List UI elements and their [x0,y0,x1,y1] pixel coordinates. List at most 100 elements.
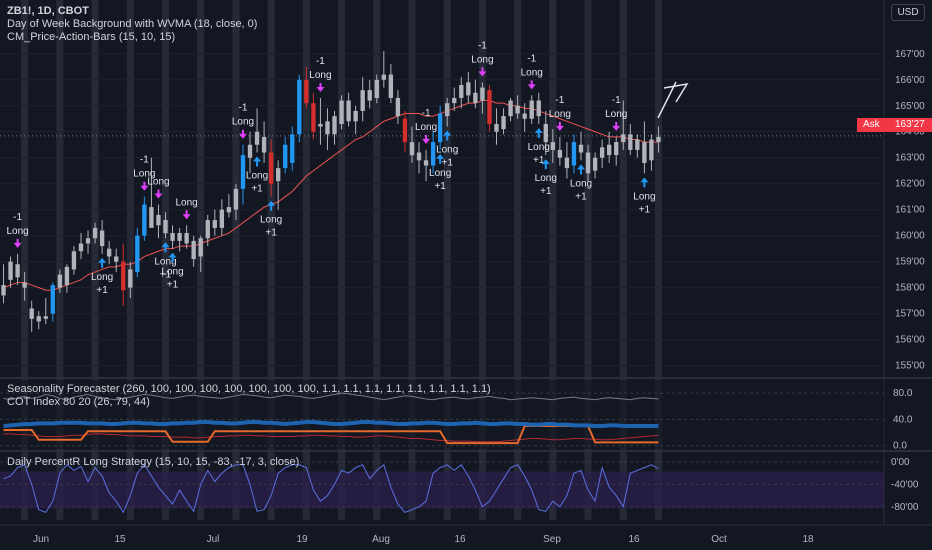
signal-label: -1 [555,95,564,106]
candle-body [198,238,203,257]
signal-label: -1 [527,53,536,64]
long-signal-arrow [267,200,276,211]
candle-body [99,230,105,247]
candle [452,87,457,111]
signal-label: +1 [251,184,263,195]
price-tick-label: 162'00 [895,179,925,190]
candle-body [170,233,175,241]
weekday-band [654,0,662,520]
candle [325,108,330,150]
currency-button[interactable]: USD [891,4,925,21]
candle [219,199,225,236]
indicator-dow-background[interactable]: Day of Week Background with WVMA (18, cl… [7,18,258,30]
candle-body [318,123,323,127]
ask-price-tag: Ask 163'27 [857,118,932,132]
candle-body [261,136,267,153]
candle-body [311,103,316,132]
signal-label: Long [161,267,183,278]
weekday-band [21,0,29,520]
signal-label: Long [260,215,282,226]
signal-label: +1 [265,228,277,239]
candle [360,77,365,122]
short-signal-arrow [13,238,22,248]
grid [0,0,932,525]
signal-label: Long [147,176,169,187]
chart-legend: ZB1!, 1D, CBOT Day of Week Background wi… [7,5,257,44]
candle-body [614,142,619,156]
indicator-cot-index[interactable]: COT Index 80 20 (26, 79, 44) [7,396,150,408]
time-tick-label: Jul [207,534,220,545]
signal-label: -1 [13,212,22,223]
time-tick-label: Sep [543,534,561,545]
candle [381,51,387,88]
candle-body [43,316,48,319]
percentr-tick-label: -80'00 [891,502,919,513]
candle [22,272,27,301]
signal-label: +1 [96,285,108,296]
price-tick-label: 167'00 [895,49,925,60]
candle-body [480,87,485,101]
candle-body [388,74,394,98]
candle [177,227,182,252]
signal-label: -1 [316,56,325,67]
candle [388,64,394,104]
signal-label: Long [528,142,550,153]
candle-body [247,144,253,158]
price-tick-label: 160'00 [895,231,925,242]
candle-body [106,248,112,257]
weekday-band [619,0,627,520]
signal-label: +1 [575,191,587,202]
candle-body [15,264,20,278]
candle [571,134,577,174]
candle [163,212,168,239]
candle [240,144,246,205]
symbol-title[interactable]: ZB1!, 1D, CBOT [7,5,89,17]
candle [621,100,626,150]
candle-body [571,142,577,166]
candle [585,144,591,182]
candle-body [592,157,598,171]
candle-body [268,152,274,184]
candle-body [656,136,661,143]
candle-body [430,142,436,166]
indicator-percentr[interactable]: Daily PercentR Long Strategy (15, 10, 15… [7,456,300,468]
candle [557,136,563,166]
candle-body [304,79,309,104]
candle-body [423,160,429,166]
signal-label: Long [570,178,592,189]
signal-label: Long [436,145,458,156]
candle [402,110,408,153]
candle [642,121,647,174]
candle [156,204,161,239]
candle [445,97,450,127]
candle [247,131,253,174]
trend-arrow-drawing[interactable] [657,81,689,119]
candle [15,253,20,286]
cot-tick-label: 0.0 [893,441,907,452]
candle-body [240,155,246,189]
percentr-tick-label: 0'00 [891,457,910,468]
candle-body [233,188,239,210]
ask-value: 163'27 [895,119,925,130]
indicator-price-action-bars[interactable]: CM_Price-Action-Bars (15, 10, 15) [7,31,176,43]
candle-body [635,139,640,150]
candle-body [628,134,633,150]
weekday-band [584,0,592,520]
candle [121,243,126,306]
signal-label: Long [6,226,28,237]
long-signal-arrow [577,164,586,175]
candle-body [8,261,13,280]
weekday-band [478,0,486,520]
price-tick-label: 159'00 [895,257,925,268]
ask-label: Ask [863,119,880,130]
indicator-seasonality[interactable]: Seasonality Forecaster (260, 100, 100, 1… [7,383,491,395]
candle [480,82,485,114]
candle [367,79,372,109]
wvma-line [3,100,659,291]
candle-body [606,144,612,156]
candle-body [226,207,232,213]
signal-label: Long [176,197,198,208]
candle-body [642,142,647,163]
candle [395,90,401,124]
